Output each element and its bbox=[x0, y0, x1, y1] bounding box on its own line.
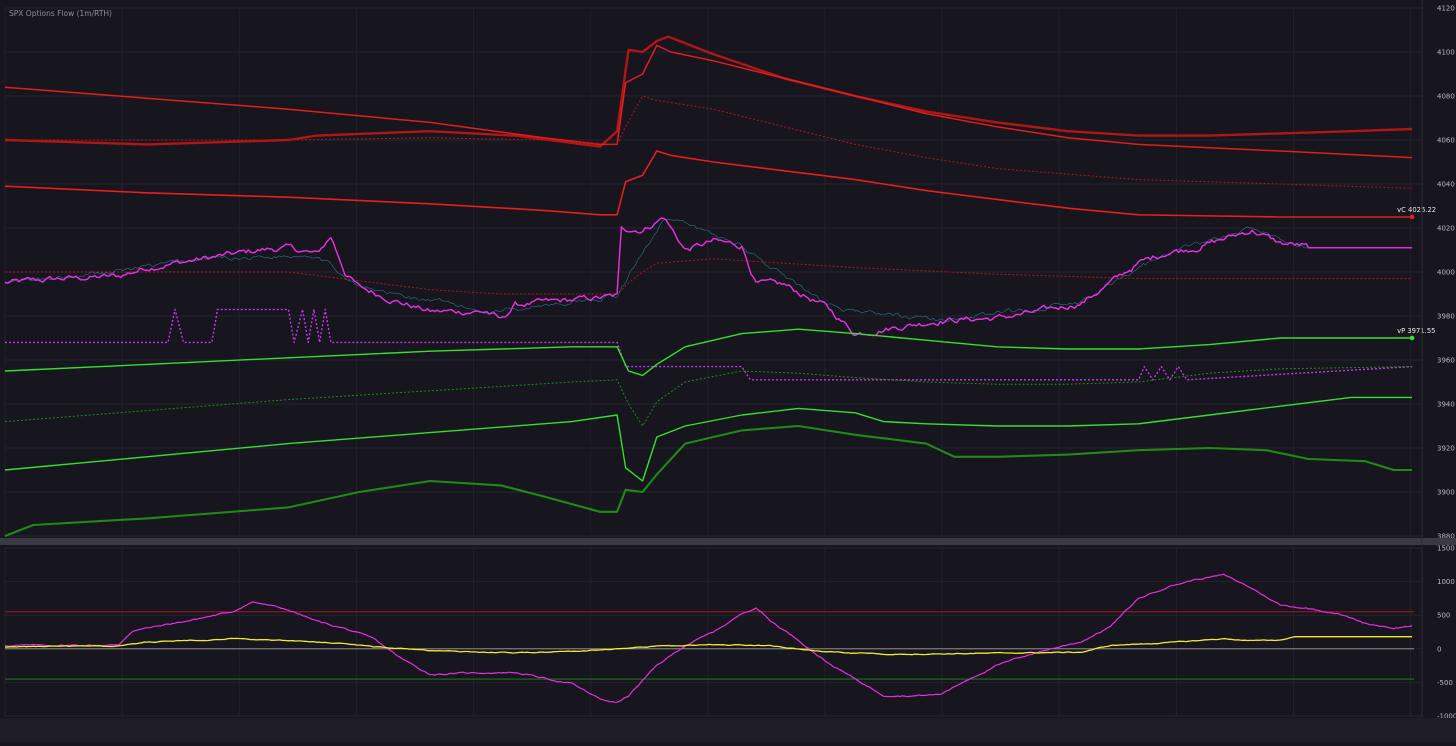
series-line-7 bbox=[4, 328, 1413, 377]
oscillator-panel: -1000 -500 0 500 1000 1500 bbox=[4, 545, 1456, 721]
chart-title: SPX Options Flow (1m/RTH) bbox=[9, 9, 112, 18]
price-panel: 3880 3900 3920 3940 3960 3980 4000 4020 4040 4060… bbox=[4, 5, 1455, 541]
y-tick-label: 3920 bbox=[1437, 445, 1455, 453]
y-tick-label: 0 bbox=[1437, 645, 1441, 653]
y-tick-label: 3900 bbox=[1437, 489, 1455, 497]
series-line-6 bbox=[5, 308, 1413, 381]
y-tick-label: 4060 bbox=[1437, 137, 1455, 145]
price-trace bbox=[4, 217, 1413, 337]
series-line-1 bbox=[4, 44, 1413, 159]
osc-series-1 bbox=[4, 636, 1413, 656]
series-line-0 bbox=[4, 35, 1413, 148]
y-tick-label: 500 bbox=[1437, 612, 1450, 620]
y-tick-label: -1000 bbox=[1437, 713, 1456, 721]
annotation-marker bbox=[1409, 214, 1415, 220]
y-tick-label: 4020 bbox=[1437, 225, 1455, 233]
time-axis-band bbox=[0, 718, 1456, 742]
series-line-2 bbox=[5, 95, 1413, 189]
y-tick-label: 3960 bbox=[1437, 357, 1455, 365]
series-line-8 bbox=[4, 366, 1413, 427]
series-line-3 bbox=[4, 150, 1413, 218]
y-tick-label: -500 bbox=[1437, 679, 1453, 687]
panel-divider bbox=[0, 538, 1456, 545]
y-tick-label: 4100 bbox=[1437, 49, 1455, 57]
y-tick-label: 1500 bbox=[1437, 545, 1455, 553]
series-line-9 bbox=[4, 396, 1413, 482]
y-tick-label: 3980 bbox=[1437, 313, 1455, 321]
y-tick-label: 1000 bbox=[1437, 578, 1455, 586]
y-tick-label: 4080 bbox=[1437, 93, 1455, 101]
y-tick-label: 4120 bbox=[1437, 5, 1455, 13]
y-tick-label: 4040 bbox=[1437, 181, 1455, 189]
osc-series-0 bbox=[4, 573, 1413, 703]
annotation-label: vC 4026.22 bbox=[1397, 206, 1436, 214]
y-tick-label: 4000 bbox=[1437, 269, 1455, 277]
y-tick-label: 3880 bbox=[1437, 533, 1455, 541]
y-tick-label: 3940 bbox=[1437, 401, 1455, 409]
annotation-label: vP 3971.55 bbox=[1397, 327, 1435, 335]
series-line-10 bbox=[4, 424, 1413, 537]
annotation-marker bbox=[1409, 335, 1415, 341]
